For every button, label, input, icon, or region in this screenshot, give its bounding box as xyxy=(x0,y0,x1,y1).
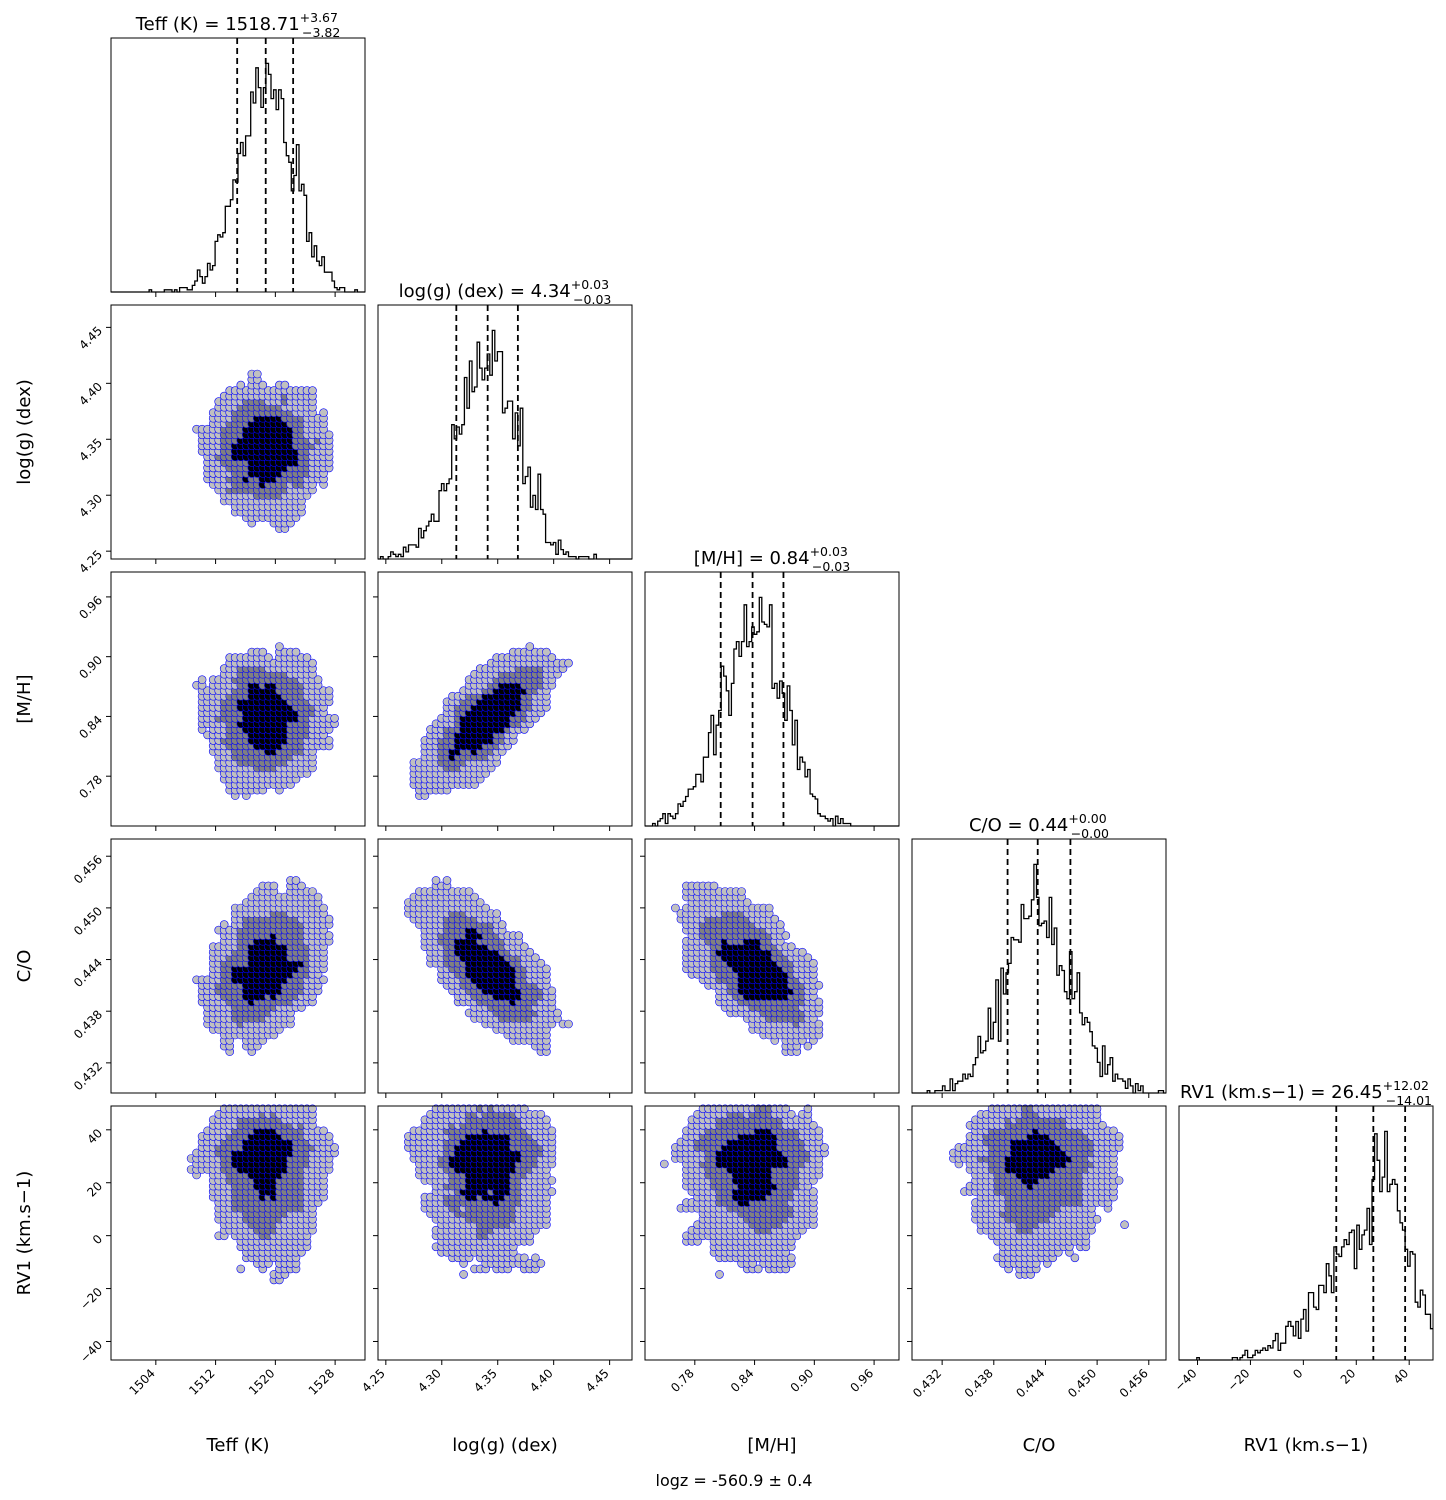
density-cell xyxy=(236,380,246,390)
density-cell xyxy=(442,876,452,885)
histogram-co xyxy=(912,863,1166,1094)
panel-2d-teff-logg xyxy=(110,304,366,560)
panel-2d-mh-rv1 xyxy=(644,1104,900,1361)
histogram-mh xyxy=(645,596,899,827)
density-cell xyxy=(269,881,279,891)
corner-panels: Teff (K) = 1518.71+3.67 −3.82 log(g) (dex)… xyxy=(14,10,1434,1456)
panel-2d-logg-co xyxy=(377,838,633,1094)
title-prefix: [M/H] = 0.84 xyxy=(694,548,810,569)
title-logg: log(g) (dex) = 4.34+0.03 −0.03 xyxy=(399,277,612,307)
title-prefix: RV1 (km.s−1) = 26.45 xyxy=(1180,1082,1383,1103)
title-co: C/O = 0.44+0.00 −0.00 xyxy=(969,811,1109,841)
panel-hist-teff: Teff (K) = 1518.71+3.67 −3.82 xyxy=(110,10,366,293)
hist-frame xyxy=(911,838,1167,1094)
density-cell xyxy=(514,931,524,940)
density-cell xyxy=(258,647,268,657)
panel-hist-co: C/O = 0.44+0.00 −0.00 xyxy=(911,811,1167,1094)
density-cell xyxy=(280,380,290,390)
density-cell xyxy=(275,642,284,651)
title-plus: +0.03 xyxy=(810,544,848,559)
title-prefix: Teff (K) = 1518.71 xyxy=(135,14,300,35)
density-cell xyxy=(319,1126,328,1136)
density-cell xyxy=(308,887,317,896)
density-cell xyxy=(236,1264,246,1274)
title-minus: −0.00 xyxy=(1071,826,1109,841)
density-cell xyxy=(536,1110,546,1119)
title-minus: −3.82 xyxy=(302,25,340,40)
title-plus: +3.67 xyxy=(300,10,338,25)
panel-2d-teff-rv1 xyxy=(110,1104,366,1361)
density-cell xyxy=(737,887,746,896)
panel-2d-teff-co xyxy=(110,838,366,1094)
density-cell xyxy=(431,876,441,885)
density-cell xyxy=(291,876,301,885)
title-minus: −0.03 xyxy=(812,559,850,574)
density-cell xyxy=(519,1253,529,1263)
density-cell xyxy=(525,642,535,651)
panel-hist-mh: [M/H] = 0.84+0.03 −0.03 xyxy=(644,544,900,827)
title-plus: +0.03 xyxy=(571,277,609,292)
density-cell xyxy=(308,386,317,395)
density-cell xyxy=(786,942,796,952)
hist-frame xyxy=(377,304,633,560)
density-cell xyxy=(564,658,573,668)
density-cell xyxy=(715,1270,724,1279)
density-cell xyxy=(291,647,301,657)
title-prefix: C/O = 0.44 xyxy=(969,815,1068,836)
title-mh: [M/H] = 0.84+0.03 −0.03 xyxy=(694,544,850,574)
title-minus: −14.01 xyxy=(1386,1093,1432,1108)
density-cell xyxy=(798,947,807,957)
panel-hist-logg: log(g) (dex) = 4.34+0.03 −0.03 xyxy=(377,277,633,560)
panel-2d-logg-mh xyxy=(377,571,633,827)
title-teff: Teff (K) = 1518.71+3.67 −3.82 xyxy=(135,10,341,40)
title-plus: +0.00 xyxy=(1068,811,1106,826)
panel-2d-teff-mh xyxy=(110,571,366,827)
histogram-logg xyxy=(378,329,632,560)
density-cell xyxy=(302,653,312,662)
density-cell xyxy=(709,881,719,891)
density-cell xyxy=(564,1019,573,1029)
density-cell xyxy=(459,1270,468,1279)
title-prefix: log(g) (dex) = 4.34 xyxy=(399,281,571,302)
title-minus: −0.03 xyxy=(573,292,611,307)
density-cell xyxy=(464,887,474,896)
density-cell xyxy=(324,686,334,696)
histogram-teff xyxy=(111,62,365,293)
panel-2d-co-rv1 xyxy=(911,1104,1167,1361)
density-cell xyxy=(531,1253,540,1263)
panel-2d-mh-co xyxy=(644,838,900,1094)
histogram-rv1 xyxy=(1179,1130,1433,1361)
density-cell xyxy=(252,369,262,379)
density-cell xyxy=(492,909,502,918)
density-cell xyxy=(671,903,680,913)
density-cell xyxy=(542,647,551,657)
title-rv1: RV1 (km.s−1) = 26.45+12.02 −14.01 xyxy=(1180,1078,1432,1108)
title-plus: +12.02 xyxy=(1383,1078,1429,1093)
density-cell xyxy=(1120,1220,1129,1229)
density-cell xyxy=(764,903,774,913)
density-cell xyxy=(197,675,207,685)
density-cell xyxy=(659,1159,669,1169)
density-cell xyxy=(324,430,334,440)
panel-2d-logg-rv1 xyxy=(377,1104,633,1361)
density-cell xyxy=(219,920,229,929)
density-cell xyxy=(319,408,328,418)
density-cell xyxy=(330,713,339,723)
panel-hist-rv1: RV1 (km.s−1) = 26.45+12.02 −14.01 xyxy=(1178,1078,1434,1361)
